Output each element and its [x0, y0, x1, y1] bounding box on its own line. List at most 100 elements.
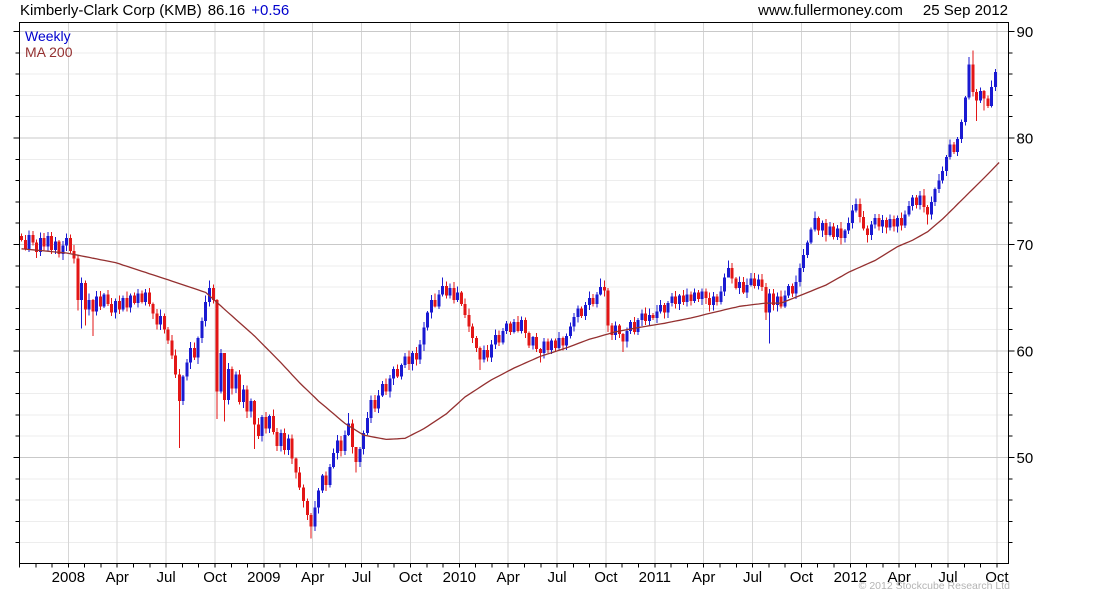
candle — [689, 294, 693, 301]
chart-header-right: www.fullermoney.com 25 Sep 2012 — [758, 2, 1008, 20]
candle — [234, 374, 238, 389]
candle — [693, 292, 697, 301]
candle — [708, 297, 712, 306]
candle — [952, 144, 956, 152]
candle — [136, 293, 140, 304]
candle — [275, 431, 279, 446]
x-axis-label: Oct — [790, 569, 814, 586]
candle — [98, 296, 102, 307]
candle — [57, 241, 61, 255]
candle — [568, 326, 572, 337]
candle — [967, 64, 971, 98]
candle — [621, 333, 625, 342]
candle — [264, 417, 268, 429]
candle — [647, 314, 651, 322]
candle — [719, 291, 723, 303]
candle — [177, 374, 181, 402]
candle — [922, 195, 926, 208]
x-axis-label: Jul — [938, 569, 957, 586]
candle — [866, 228, 869, 235]
candle — [820, 223, 824, 231]
candle — [854, 204, 858, 211]
candle — [572, 316, 576, 327]
candle — [117, 300, 121, 310]
candle — [963, 97, 967, 123]
candle — [711, 296, 715, 306]
y-axis-label: 90 — [1017, 24, 1034, 41]
candle — [990, 86, 994, 107]
candle — [68, 238, 72, 251]
candle — [760, 279, 764, 288]
candle — [929, 201, 933, 215]
candle — [839, 228, 843, 239]
candle — [944, 157, 948, 172]
candle — [523, 320, 527, 333]
candle — [734, 278, 738, 289]
candle — [437, 294, 441, 307]
candle — [726, 267, 730, 278]
x-axis-label: Oct — [203, 569, 227, 586]
x-axis-label: Oct — [594, 569, 618, 586]
candle — [809, 229, 813, 243]
candle — [501, 330, 505, 343]
candle — [824, 223, 828, 235]
ma-200-path — [21, 162, 1000, 441]
candle — [317, 490, 321, 508]
candle — [271, 415, 275, 432]
axis-ticks — [13, 31, 1015, 568]
candle — [463, 304, 467, 315]
x-axis-label: Apr — [301, 569, 324, 586]
candle — [805, 242, 809, 256]
candle — [775, 296, 779, 306]
website-link[interactable]: www.fullermoney.com — [758, 2, 903, 19]
candle — [975, 92, 979, 101]
candle — [350, 423, 354, 447]
candle — [659, 305, 663, 312]
candle — [65, 238, 69, 246]
candle — [610, 325, 614, 336]
candle — [31, 234, 35, 243]
candle — [794, 281, 798, 294]
candle — [377, 395, 381, 409]
candle — [745, 284, 749, 293]
candle — [61, 245, 65, 255]
candle — [591, 297, 595, 305]
candle — [907, 206, 911, 215]
x-axis-label: Apr — [887, 569, 910, 586]
candle — [903, 214, 907, 226]
candle — [888, 218, 892, 228]
candle — [520, 320, 524, 331]
candle — [80, 282, 84, 300]
candle — [166, 329, 170, 341]
candle — [817, 217, 821, 231]
candle — [843, 230, 847, 239]
candle — [531, 337, 535, 346]
candle — [753, 278, 757, 287]
candle — [982, 91, 986, 99]
x-axis-label: Apr — [106, 569, 129, 586]
candle — [542, 341, 546, 354]
candle — [557, 338, 561, 348]
candle — [704, 291, 708, 298]
candle — [354, 446, 358, 462]
candle — [91, 299, 95, 312]
candle — [847, 223, 851, 231]
x-axis-label: Jul — [547, 569, 566, 586]
candle — [456, 292, 460, 300]
candle — [418, 344, 422, 360]
candle — [662, 305, 666, 313]
candle — [640, 313, 644, 321]
candle — [411, 353, 415, 364]
candle — [625, 330, 629, 342]
candle — [971, 64, 975, 93]
candle — [772, 293, 775, 306]
x-axis-label: 2012 — [834, 569, 867, 586]
candle — [170, 340, 174, 356]
candle — [448, 288, 452, 296]
candle — [358, 448, 362, 462]
candle — [185, 362, 189, 377]
candle — [941, 171, 945, 181]
candle — [700, 291, 704, 299]
candle — [140, 293, 144, 303]
candle — [486, 349, 490, 358]
